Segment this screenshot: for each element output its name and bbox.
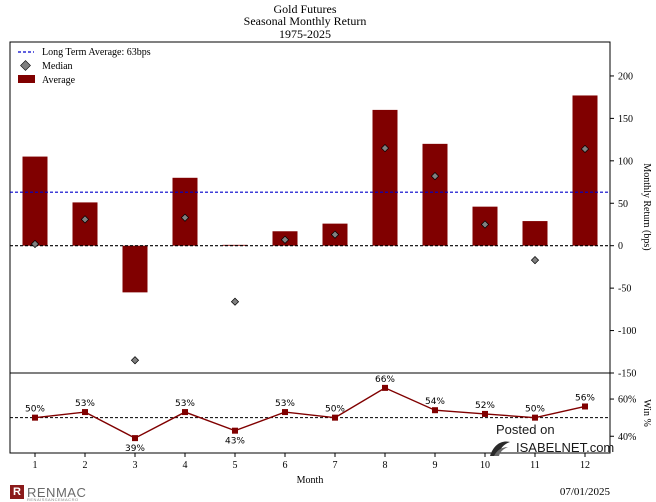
chart-period: 1975-2025 bbox=[279, 27, 331, 41]
average-bar-4 bbox=[172, 177, 198, 246]
brand-logo: R RENMAC RENAISSANCEMACRO bbox=[10, 484, 87, 502]
win-rate-marker-1 bbox=[32, 414, 38, 421]
average-bar-3 bbox=[122, 245, 148, 293]
median-marker-4 bbox=[180, 213, 190, 222]
brand-name: RENMAC bbox=[27, 484, 87, 500]
y-tick-label: 150 bbox=[618, 114, 633, 125]
x-tick-label-7: 7 bbox=[333, 460, 338, 471]
y-tick-label: -100 bbox=[618, 326, 636, 337]
watermark-site: ISABELNET.com bbox=[516, 440, 615, 455]
x-tick-label-10: 10 bbox=[480, 460, 490, 471]
win-rate-marker-3 bbox=[132, 435, 138, 442]
x-tick-label-6: 6 bbox=[283, 460, 288, 471]
top-panel-frame bbox=[9, 41, 611, 374]
median-marker-10 bbox=[480, 220, 490, 229]
y-tick-label: 100 bbox=[618, 156, 633, 167]
x-tick-label-8: 8 bbox=[383, 460, 388, 471]
win-rate-label-7: 50% bbox=[325, 405, 345, 415]
median-marker-11 bbox=[530, 256, 540, 265]
y-tick-label: -150 bbox=[618, 369, 636, 380]
win-tick-label: 40% bbox=[618, 432, 636, 443]
bottom-plot-area: 50% 53% 39% 53% 43% 53% 50% 66% 54% 52% 50% 56% 40% 6… bbox=[10, 375, 636, 454]
average-bar-11 bbox=[522, 221, 548, 246]
win-rate-marker-8 bbox=[382, 384, 388, 391]
win-rate-marker-10 bbox=[482, 410, 488, 417]
x-tick-label-12: 12 bbox=[580, 460, 590, 471]
win-tick-label: 60% bbox=[618, 395, 636, 406]
chart-subtitle: Seasonal Monthly Return bbox=[244, 14, 367, 28]
top-plot-area: -150 -100 -50 0 50 100 150 200 bbox=[10, 71, 636, 380]
x-tick-label-11: 11 bbox=[530, 460, 540, 471]
bird-logo-icon bbox=[490, 441, 510, 456]
legend-median-label: Median bbox=[42, 61, 73, 72]
median-marker-3 bbox=[130, 356, 140, 365]
x-tick-label-1: 1 bbox=[33, 460, 38, 471]
y-tick-label: -50 bbox=[618, 284, 631, 295]
x-tick-label-4: 4 bbox=[183, 460, 188, 471]
win-rate-label-3: 39% bbox=[125, 444, 145, 454]
median-marker-8 bbox=[380, 143, 390, 153]
legend-long-term-average-label: Long Term Average: 63bps bbox=[42, 47, 151, 58]
median-marker-7 bbox=[330, 230, 340, 239]
win-rate-marker-2 bbox=[82, 409, 88, 416]
average-bar-12 bbox=[572, 95, 598, 246]
win-rate-marker-11 bbox=[532, 414, 538, 421]
legend-average-label: Average bbox=[42, 75, 76, 86]
x-axis-label: Month bbox=[297, 475, 324, 486]
bottom-panel-frame bbox=[9, 372, 611, 454]
watermark-posted-on: Posted on bbox=[496, 422, 555, 437]
win-rate-label-9: 54% bbox=[425, 397, 445, 407]
chart-title: Gold Futures bbox=[274, 2, 337, 16]
win-rate-marker-7 bbox=[332, 414, 338, 421]
win-rate-label-1: 50% bbox=[25, 405, 45, 415]
median-marker-1 bbox=[30, 239, 40, 249]
win-rate-marker-9 bbox=[432, 407, 438, 414]
x-tick-label-3: 3 bbox=[133, 460, 138, 471]
win-rate-marker-5 bbox=[232, 427, 238, 434]
y-axis-label: Monthly Return (bps) bbox=[641, 163, 652, 250]
x-axis: 1 2 3 4 5 6 7 8 9 10 11 12 bbox=[33, 453, 590, 471]
x-tick-label-5: 5 bbox=[233, 460, 238, 471]
legend-average-swatch bbox=[18, 75, 35, 83]
median-marker-12 bbox=[580, 144, 590, 154]
average-bar-1 bbox=[22, 156, 48, 246]
win-rate-marker-4 bbox=[182, 409, 188, 416]
watermark: Posted on ISABELNET.com bbox=[486, 420, 616, 468]
win-rate-marker-12 bbox=[582, 403, 588, 410]
brand-mark-icon: R bbox=[10, 485, 24, 499]
win-rate-label-10: 52% bbox=[475, 401, 495, 411]
average-bar-2 bbox=[72, 202, 98, 246]
average-bar-9 bbox=[422, 143, 448, 246]
average-bar-8 bbox=[372, 109, 398, 246]
win-rate-label-5: 43% bbox=[225, 437, 245, 447]
win-rate-label-8: 66% bbox=[375, 375, 395, 385]
win-rate-label-11: 50% bbox=[525, 405, 545, 415]
win-rate-label-4: 53% bbox=[175, 399, 195, 409]
win-rate-marker-6 bbox=[282, 409, 288, 416]
win-rate-label-2: 53% bbox=[75, 399, 95, 409]
win-rate-label-12: 56% bbox=[575, 393, 595, 403]
legend-median-swatch bbox=[20, 60, 31, 71]
win-axis-label: Win % bbox=[641, 399, 652, 427]
y-tick-label: 50 bbox=[618, 199, 628, 210]
footer-date: 07/01/2025 bbox=[559, 486, 610, 498]
median-marker-5 bbox=[230, 297, 240, 306]
x-tick-label-9: 9 bbox=[433, 460, 438, 471]
brand-subtitle: RENAISSANCEMACRO bbox=[27, 497, 79, 502]
win-rate-line bbox=[34, 387, 586, 439]
win-rate-label-6: 53% bbox=[275, 399, 295, 409]
median-marker-6 bbox=[280, 235, 290, 244]
x-tick-label-2: 2 bbox=[83, 460, 88, 471]
legend: Long Term Average: 63bps Median Average bbox=[18, 47, 151, 86]
y-tick-label: 200 bbox=[618, 71, 633, 82]
median-marker-9 bbox=[430, 172, 440, 181]
y-tick-label: 0 bbox=[618, 241, 623, 252]
median-marker-2 bbox=[80, 215, 90, 224]
